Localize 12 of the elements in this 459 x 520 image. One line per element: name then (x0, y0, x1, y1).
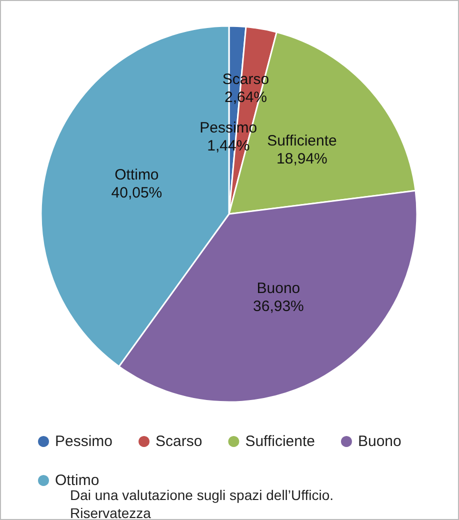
legend-label: Buono (358, 433, 402, 450)
legend-label: Ottimo (55, 472, 100, 489)
legend-label: Sufficiente (245, 433, 315, 450)
text: Dai una valutazione sugli spazi dell’Ufficio. Riservatezza (70, 487, 338, 520)
data-label: 36,93% (253, 298, 304, 315)
slice-label: Ottimo (114, 166, 159, 184)
legend-label: Pessimo (55, 433, 113, 450)
legend-label: Scarso (156, 433, 202, 450)
data-label: 18,94% (276, 150, 328, 168)
data-label: 40,05% (111, 184, 162, 202)
slice-label: Sufficiente (267, 132, 337, 150)
slice-label: Buono (256, 280, 300, 297)
